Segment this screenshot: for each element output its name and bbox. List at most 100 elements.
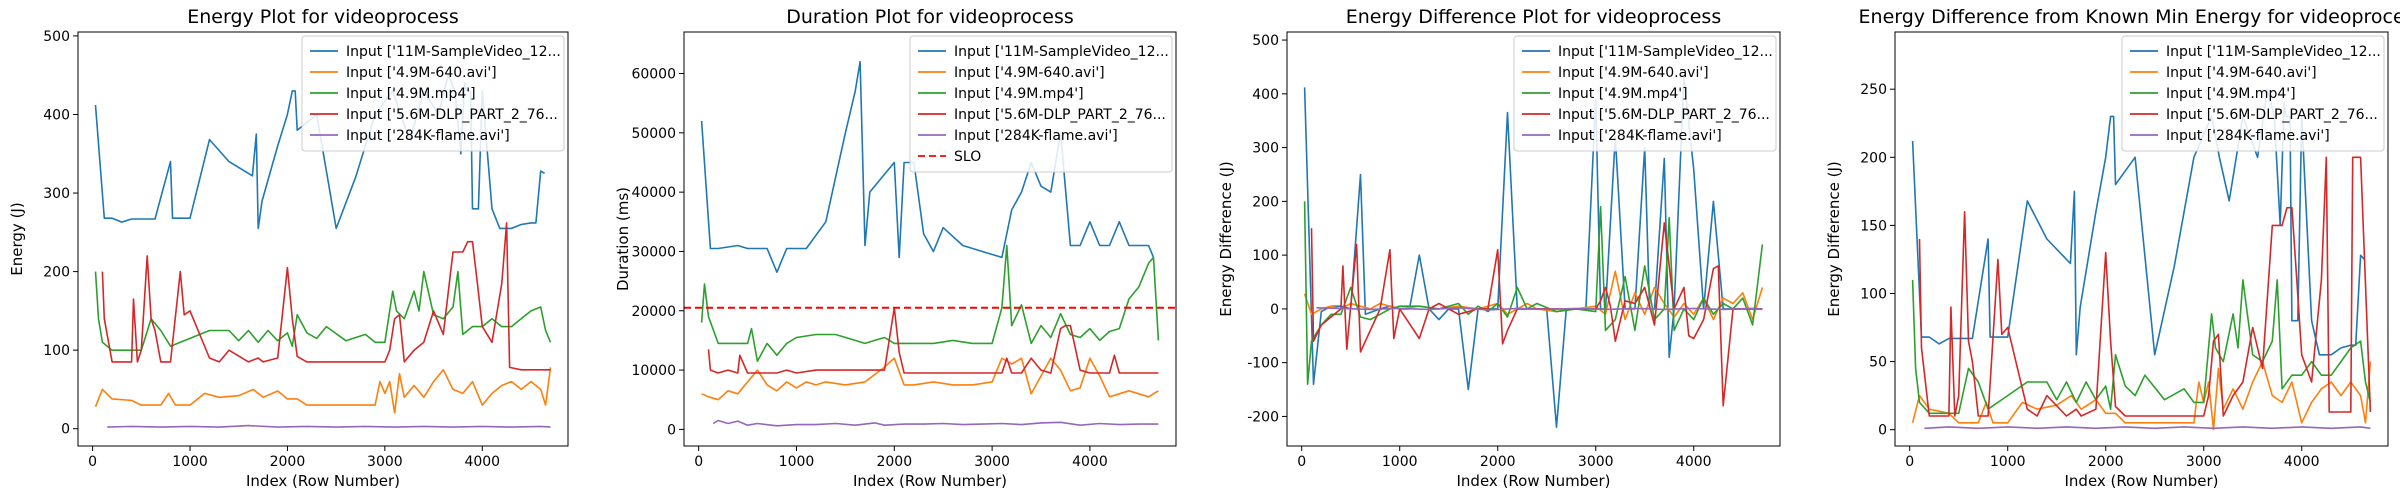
legend-entry: Input ['4.9M-640.avi'] bbox=[1558, 65, 1709, 81]
legend-entry: Input ['11M-SampleVideo_12... bbox=[1558, 44, 1773, 60]
legend-entry: Input ['11M-SampleVideo_12... bbox=[2166, 44, 2381, 60]
x-tick-label: 3000 bbox=[974, 454, 1010, 470]
legend-entry: Input ['4.9M.mp4'] bbox=[2166, 86, 2296, 102]
y-tick-label: 400 bbox=[43, 107, 70, 123]
y-tick-label: -100 bbox=[1247, 356, 1279, 372]
x-tick-label: 2000 bbox=[1480, 454, 1516, 470]
x-tick-label: 3000 bbox=[1578, 454, 1614, 470]
legend: Input ['11M-SampleVideo_12... Input ['4.9… bbox=[2121, 35, 2385, 152]
y-tick-label: 50 bbox=[1869, 355, 1887, 371]
legend: Input ['11M-SampleVideo_12... Input ['4.9… bbox=[909, 35, 1173, 173]
y-tick-label: 400 bbox=[1252, 87, 1279, 103]
legend-entry: Input ['284K-flame.avi'] bbox=[954, 128, 1118, 144]
series-line-4 bbox=[707, 307, 1159, 374]
legend-entry: Input ['11M-SampleVideo_12... bbox=[954, 44, 1169, 60]
y-tick-label: 100 bbox=[1252, 248, 1279, 264]
y-tick-label: 500 bbox=[43, 29, 70, 45]
x-tick-label: 4000 bbox=[2284, 454, 2320, 470]
chart-panel-4: Energy Difference from Known Min Energy … bbox=[1825, 6, 2400, 490]
series-line-5 bbox=[1316, 307, 1763, 311]
y-tick-label: 10000 bbox=[631, 363, 676, 379]
series-line-2 bbox=[94, 367, 552, 414]
y-tick-label: 30000 bbox=[631, 244, 676, 260]
legend-box bbox=[909, 35, 1173, 173]
y-tick-label: 0 bbox=[61, 422, 70, 438]
y-tick-label: 100 bbox=[1860, 286, 1887, 302]
y-tick-label: 250 bbox=[1860, 82, 1887, 98]
x-tick-label: 1000 bbox=[779, 454, 815, 470]
legend-entry: Input ['284K-flame.avi'] bbox=[1558, 128, 1722, 144]
x-axis-label: Index (Row Number) bbox=[1457, 472, 1611, 490]
x-tick-label: 0 bbox=[1297, 454, 1306, 470]
x-tick-label: 3000 bbox=[2186, 454, 2222, 470]
y-tick-label: 0 bbox=[667, 422, 676, 438]
legend-box bbox=[301, 35, 565, 152]
x-tick-label: 1000 bbox=[1990, 454, 2026, 470]
y-tick-label: -200 bbox=[1247, 409, 1279, 425]
x-tick-label: 0 bbox=[694, 454, 703, 470]
series-line-3 bbox=[1303, 201, 1764, 385]
series-line-4 bbox=[1918, 156, 2372, 417]
plot-area bbox=[1911, 88, 2372, 431]
x-tick-label: 4000 bbox=[1676, 454, 1712, 470]
y-tick-label: 300 bbox=[1252, 141, 1279, 157]
legend-entry: Input ['4.9M.mp4'] bbox=[954, 86, 1084, 102]
x-tick-label: 1000 bbox=[1382, 454, 1418, 470]
axes-frame bbox=[77, 31, 569, 447]
legend-entry: Input ['5.6M-DLP_PART_2_76... bbox=[2166, 107, 2378, 123]
axes-frame bbox=[1894, 31, 2389, 447]
y-tick-label: 20000 bbox=[631, 304, 676, 320]
y-tick-label: 60000 bbox=[631, 67, 676, 83]
series-line-1 bbox=[700, 60, 1155, 273]
x-tick-label: 3000 bbox=[367, 454, 403, 470]
chart-title: Energy Plot for videoprocess bbox=[187, 6, 458, 28]
legend-entry: Input ['284K-flame.avi'] bbox=[346, 128, 510, 144]
x-axis-label: Index (Row Number) bbox=[853, 472, 1007, 490]
legend: Input ['11M-SampleVideo_12... Input ['4.9… bbox=[1513, 35, 1777, 152]
chart-panel-2: Duration Plot for videoprocess 0 1000 2000 3… bbox=[614, 6, 1177, 490]
legend-entry: Input ['4.9M-640.avi'] bbox=[2166, 65, 2317, 81]
y-tick-label: 40000 bbox=[631, 185, 676, 201]
y-tick-label: 500 bbox=[1252, 33, 1279, 49]
legend-entry: Input ['11M-SampleVideo_12... bbox=[346, 44, 561, 60]
chart-panel-3: Energy Difference Plot for videoprocess 0… bbox=[1217, 6, 1781, 490]
y-axis-label: Energy (J) bbox=[8, 202, 26, 275]
y-tick-label: 150 bbox=[1860, 218, 1887, 234]
y-tick-label: 200 bbox=[1252, 194, 1279, 210]
series-line-1 bbox=[1911, 88, 2366, 356]
series-line-5 bbox=[1924, 426, 2371, 430]
series-line-2 bbox=[701, 357, 1159, 401]
x-tick-label: 1000 bbox=[172, 454, 208, 470]
series-line-2 bbox=[1911, 360, 2372, 431]
legend-box bbox=[1513, 35, 1777, 152]
x-axis-label: Index (Row Number) bbox=[246, 472, 400, 490]
axes-frame bbox=[1286, 31, 1781, 447]
x-tick-label: 0 bbox=[88, 454, 97, 470]
legend-entry: Input ['4.9M.mp4'] bbox=[346, 86, 476, 102]
legend-entry: SLO bbox=[954, 149, 981, 165]
x-tick-label: 4000 bbox=[1072, 454, 1108, 470]
chart-title: Energy Difference Plot for videoprocess bbox=[1346, 6, 1721, 28]
y-tick-label: 200 bbox=[43, 265, 70, 281]
y-axis-label: Energy Difference (J) bbox=[1217, 161, 1235, 317]
y-tick-label: 300 bbox=[43, 186, 70, 202]
x-tick-label: 4000 bbox=[464, 454, 500, 470]
x-tick-label: 0 bbox=[1905, 454, 1914, 470]
y-tick-label: 50000 bbox=[631, 126, 676, 142]
series-line-3 bbox=[700, 244, 1160, 362]
series-line-4 bbox=[101, 222, 551, 371]
x-tick-label: 2000 bbox=[876, 454, 912, 470]
legend-entry: Input ['5.6M-DLP_PART_2_76... bbox=[346, 107, 558, 123]
series-line-2 bbox=[1303, 270, 1764, 321]
series-line-3 bbox=[94, 270, 552, 351]
legend-box bbox=[2121, 35, 2385, 152]
legend: Input ['11M-SampleVideo_12... Input ['4.9… bbox=[301, 35, 565, 152]
plot-area bbox=[1303, 76, 1764, 428]
legend-entry: Input ['4.9M.mp4'] bbox=[1558, 86, 1688, 102]
x-axis-label: Index (Row Number) bbox=[2065, 472, 2219, 490]
y-tick-label: 0 bbox=[1878, 423, 1887, 439]
legend-entry: Input ['4.9M-640.avi'] bbox=[346, 65, 497, 81]
x-tick-label: 2000 bbox=[2088, 454, 2124, 470]
